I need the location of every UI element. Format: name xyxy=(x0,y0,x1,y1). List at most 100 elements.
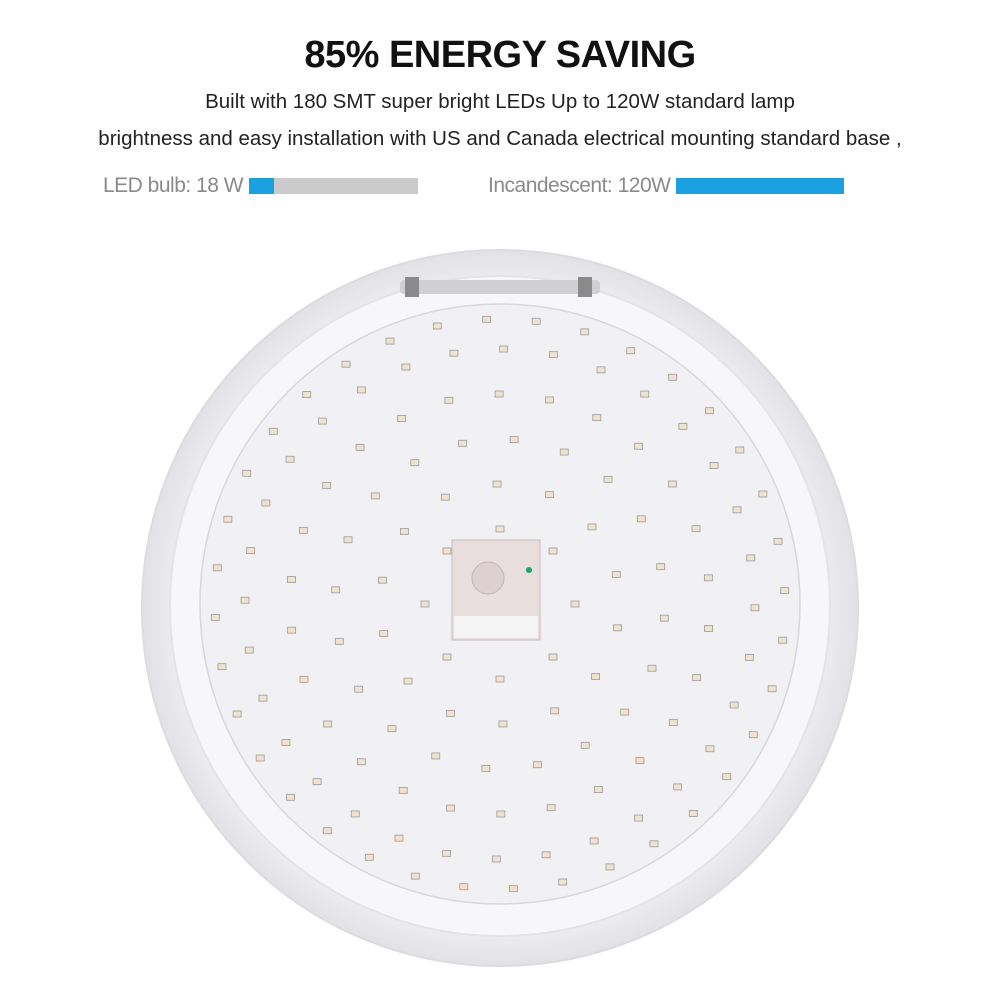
led-chip xyxy=(620,708,630,716)
led-chip xyxy=(379,630,389,637)
led-chip xyxy=(495,675,505,683)
led-chip xyxy=(703,574,713,582)
led-chip xyxy=(722,773,732,781)
led-chip xyxy=(322,482,332,489)
led-chip xyxy=(258,694,268,702)
led-chip xyxy=(440,493,450,501)
led-chip xyxy=(678,422,688,430)
led-chip xyxy=(596,366,606,374)
led-chip xyxy=(548,351,558,359)
led-chip xyxy=(746,554,756,562)
led-chip xyxy=(780,587,790,594)
led-chip xyxy=(495,525,505,533)
led-chip xyxy=(223,515,233,523)
led-chip xyxy=(287,626,297,634)
led-chip xyxy=(302,391,312,398)
led-chip xyxy=(532,761,542,769)
led-chip xyxy=(242,469,252,477)
led-chip xyxy=(548,547,558,555)
led-chip xyxy=(394,834,404,842)
led-chip xyxy=(217,663,227,671)
led-chip xyxy=(350,810,360,818)
led-chip xyxy=(591,673,601,680)
led-chip xyxy=(354,685,364,693)
led-chip xyxy=(558,878,568,886)
led-chip xyxy=(673,783,683,791)
led-chip xyxy=(541,851,551,859)
led-chip xyxy=(432,322,442,330)
led-chip xyxy=(732,506,742,514)
led-chip xyxy=(268,427,278,435)
led-chip xyxy=(387,725,397,733)
led-power-bar xyxy=(249,178,419,194)
led-chip xyxy=(668,373,678,381)
led-chip xyxy=(587,523,597,531)
led-chip xyxy=(688,810,698,817)
led-chip xyxy=(767,685,777,693)
led-chip xyxy=(499,345,509,353)
led-chip xyxy=(298,526,308,534)
led-chip xyxy=(343,536,353,544)
led-chip xyxy=(492,480,502,488)
led-chip xyxy=(509,436,519,444)
led-chip xyxy=(299,675,309,683)
led-power-fill xyxy=(249,178,275,194)
led-chip xyxy=(444,396,454,404)
led-chip xyxy=(634,442,644,450)
led-chip xyxy=(640,390,650,398)
led-chip xyxy=(397,415,407,422)
led-chip xyxy=(494,390,504,398)
led-chip xyxy=(498,720,508,728)
led-chip xyxy=(647,664,657,672)
led-chip xyxy=(531,317,541,325)
led-chip xyxy=(357,386,366,394)
led-chip xyxy=(605,863,615,871)
led-chip xyxy=(603,475,613,483)
led-chip xyxy=(668,719,678,726)
led-chip xyxy=(704,625,713,632)
led-chip xyxy=(509,885,518,893)
led-chip xyxy=(334,637,344,645)
headline: 85% ENERGY SAVING xyxy=(304,34,696,76)
led-chip xyxy=(449,349,459,357)
led-chip xyxy=(403,677,413,685)
mounting-hinge xyxy=(400,277,600,297)
led-chip xyxy=(287,576,296,583)
description-line-2: brightness and easy installation with US… xyxy=(98,127,902,150)
led-array xyxy=(210,315,790,893)
led-chip xyxy=(399,528,409,535)
led-chip xyxy=(635,757,645,765)
led-chip xyxy=(691,525,701,533)
led-chip xyxy=(442,849,452,857)
description-line-1: Built with 180 SMT super bright LEDs Up … xyxy=(205,90,795,113)
led-chip xyxy=(446,709,455,717)
led-chip xyxy=(442,547,452,555)
led-chip xyxy=(744,653,754,661)
led-chip xyxy=(281,739,291,746)
led-chip xyxy=(482,315,491,323)
led-chip xyxy=(550,707,560,715)
led-chip xyxy=(649,840,659,848)
led-chip xyxy=(255,754,265,762)
led-chip xyxy=(626,347,636,355)
led-chip xyxy=(244,646,254,654)
led-chip xyxy=(385,337,395,345)
led-chip xyxy=(570,600,580,608)
led-chip xyxy=(398,786,408,794)
led-chip xyxy=(496,810,506,818)
led-chip xyxy=(735,446,745,454)
led-chip xyxy=(611,571,621,578)
led-chip xyxy=(705,745,715,753)
led-label: LED bulb: 18 W xyxy=(103,174,244,197)
led-chip xyxy=(634,814,643,822)
led-chip xyxy=(341,360,351,368)
led-chip xyxy=(401,363,411,371)
led-chip xyxy=(705,407,714,415)
led-chip xyxy=(356,758,366,766)
led-chip xyxy=(667,480,677,488)
led-chip xyxy=(692,674,702,682)
led-chip xyxy=(593,786,603,793)
led-chip xyxy=(323,720,333,728)
led-chip xyxy=(546,804,556,812)
